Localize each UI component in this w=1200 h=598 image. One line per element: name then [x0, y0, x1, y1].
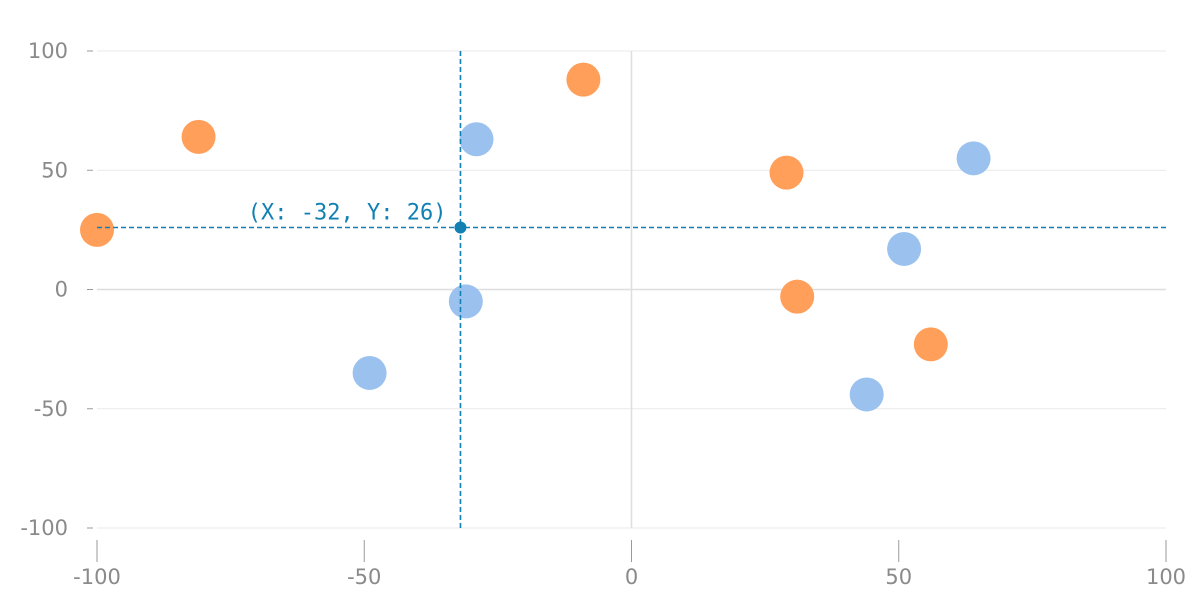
crosshair-marker[interactable] [454, 221, 467, 234]
scatter-point-s1-p1[interactable] [448, 284, 483, 319]
scatter-point-s0-p3[interactable] [769, 155, 804, 190]
x-tick-label: 50 [885, 565, 912, 589]
x-tick-label: 100 [1146, 565, 1186, 589]
scatter-point-s0-p0[interactable] [80, 212, 114, 247]
crosshair-coordinate-label: (X: -32, Y: 26) [248, 200, 447, 225]
x-tick-label: -100 [73, 565, 121, 589]
scatter-point-s0-p2[interactable] [566, 62, 601, 97]
scatter-point-s0-p1[interactable] [181, 119, 216, 154]
y-tick-label: -100 [20, 516, 68, 540]
x-tick-label: 0 [625, 565, 638, 589]
axes: 100 50 0 -50 -100 -100 -50 0 50 100 [20, 39, 1186, 589]
y-tick-label: 0 [55, 278, 68, 302]
scatter-point-s0-p4[interactable] [780, 279, 815, 314]
grid [97, 50, 1166, 529]
scatter-point-s1-p4[interactable] [887, 231, 922, 266]
x-tick-label: -50 [347, 565, 381, 589]
data-points [80, 62, 991, 412]
scatter-point-s1-p3[interactable] [849, 377, 884, 412]
scatter-point-s1-p2[interactable] [352, 355, 387, 390]
crosshair: (X: -32, Y: 26) [97, 51, 1166, 528]
scatter-point-s0-p5[interactable] [913, 327, 948, 362]
y-tick-label: 50 [41, 158, 68, 182]
y-tick-label: -50 [34, 397, 68, 421]
scatter-point-s1-p5[interactable] [956, 141, 991, 176]
y-tick-label: 100 [28, 39, 68, 63]
scatter-point-s1-p0[interactable] [459, 122, 494, 157]
